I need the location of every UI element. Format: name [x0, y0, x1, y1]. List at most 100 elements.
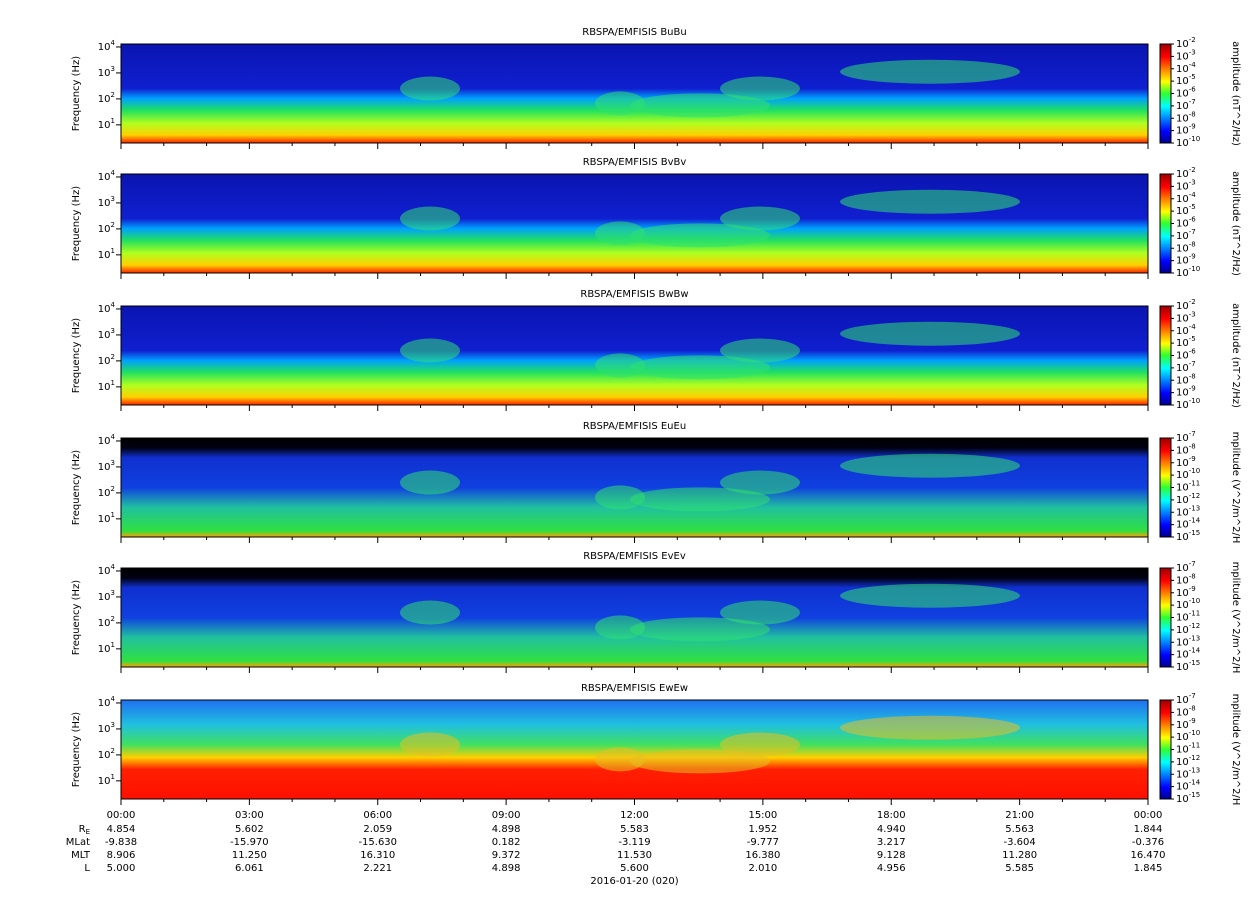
tick-label: 10-10	[1176, 467, 1200, 481]
tick-label: 10-14	[1176, 779, 1201, 793]
tick-label: 10-11	[1176, 742, 1200, 756]
tick-exp: -13	[1189, 766, 1200, 774]
tick-label: 10-11	[1176, 480, 1200, 494]
tick-base: 10	[1176, 458, 1189, 469]
tick-base: 10	[1176, 532, 1189, 543]
row-label: L	[84, 863, 90, 874]
tick-label: 10-9	[1176, 123, 1196, 137]
row-value: -9.777	[747, 837, 779, 848]
y-axis-label: Frequency (Hz)	[71, 712, 82, 788]
tick-base: 10	[1176, 588, 1189, 599]
tick-exp: -12	[1189, 622, 1200, 630]
colorbar-label: amplitude (nT^2/Hz)	[1230, 171, 1241, 276]
x-tick-label: 06:00	[363, 810, 392, 821]
tick-label: 102	[98, 747, 115, 761]
tick-base: 10	[1176, 113, 1189, 124]
row-value: -9.838	[105, 837, 137, 848]
wave-patch	[595, 485, 645, 510]
row-value: 1.952	[749, 824, 778, 835]
tick-label: 104	[98, 39, 116, 53]
tick-label: 10-10	[1176, 397, 1200, 411]
row-value: -3.119	[618, 837, 650, 848]
wave-patch	[400, 338, 460, 363]
tick-exp: 3	[111, 459, 115, 467]
tick-label: 10-7	[1176, 560, 1196, 574]
tick-base: 10	[1176, 637, 1189, 648]
tick-label: 10-9	[1176, 455, 1196, 469]
tick-exp: -6	[1189, 348, 1197, 356]
row-value: 0.182	[492, 837, 521, 848]
tick-base: 10	[98, 724, 111, 735]
tick-exp: -14	[1189, 517, 1201, 525]
tick-label: 10-3	[1176, 48, 1196, 62]
tick-base: 10	[1176, 769, 1189, 780]
row-label-text: R	[79, 824, 86, 835]
tick-base: 10	[1176, 301, 1189, 312]
tick-exp: 4	[111, 563, 116, 571]
tick-label: 10-9	[1176, 253, 1196, 267]
tick-base: 10	[98, 644, 111, 655]
wave-patch	[595, 91, 645, 116]
row-value: 3.217	[877, 837, 906, 848]
tick-exp: -6	[1189, 216, 1197, 224]
wave-patch	[595, 221, 645, 246]
tick-base: 10	[1176, 794, 1189, 805]
tick-label: 103	[98, 195, 115, 209]
tick-exp: -3	[1189, 178, 1196, 186]
tick-base: 10	[1176, 326, 1189, 337]
colorbar-label: amplitude (nT^2/Hz)	[1230, 41, 1241, 146]
tick-exp: -4	[1189, 61, 1197, 69]
wave-patch	[720, 600, 800, 625]
tick-exp: 3	[111, 589, 115, 597]
row-label-text: MLat	[66, 837, 90, 848]
tick-exp: -3	[1189, 48, 1196, 56]
wave-patch	[840, 189, 1020, 214]
tick-exp: -3	[1189, 310, 1196, 318]
tick-base: 10	[1176, 101, 1189, 112]
tick-label: 10-15	[1176, 791, 1200, 805]
tick-label: 101	[98, 117, 115, 131]
tick-label: 10-5	[1176, 203, 1196, 217]
tick-exp: -11	[1189, 610, 1200, 618]
tick-base: 10	[1176, 363, 1189, 374]
row-value: -0.376	[1132, 837, 1164, 848]
tick-exp: -2	[1189, 298, 1196, 306]
tick-exp: 4	[111, 39, 116, 47]
tick-base: 10	[1176, 76, 1189, 87]
tick-exp: -9	[1189, 717, 1196, 725]
colorbar	[1159, 437, 1172, 538]
tick-label: 103	[98, 459, 115, 473]
x-tick-label: 21:00	[1005, 810, 1034, 821]
y-axis-label: Frequency (Hz)	[71, 580, 82, 656]
row-value: 16.470	[1131, 850, 1166, 861]
tick-base: 10	[1176, 338, 1189, 349]
tick-exp: -8	[1189, 110, 1196, 118]
tick-base: 10	[1176, 445, 1189, 456]
tick-label: 102	[98, 91, 115, 105]
y-axis-label: Frequency (Hz)	[71, 56, 82, 132]
tick-base: 10	[1176, 194, 1189, 205]
tick-label: 10-7	[1176, 360, 1196, 374]
tick-base: 10	[1176, 89, 1189, 100]
y-axis-label: Frequency (Hz)	[71, 318, 82, 394]
tick-base: 10	[98, 330, 111, 341]
tick-exp: 3	[111, 721, 115, 729]
spectrogram	[121, 438, 1148, 537]
tick-label: 102	[98, 615, 115, 629]
row-label-text: L	[84, 863, 90, 874]
row-value: 1.845	[1134, 863, 1163, 874]
tick-exp: 1	[111, 511, 115, 519]
x-tick-label: 12:00	[620, 810, 649, 821]
row-value: 9.128	[877, 850, 906, 861]
tick-exp: -10	[1189, 265, 1200, 273]
tick-base: 10	[1176, 39, 1189, 50]
row-label: MLat	[66, 837, 90, 848]
tick-label: 10-10	[1176, 729, 1200, 743]
tick-label: 10-2	[1176, 166, 1196, 180]
tick-base: 10	[1176, 745, 1189, 756]
tick-base: 10	[1176, 64, 1189, 75]
spectrogram	[121, 306, 1148, 405]
tick-exp: -2	[1189, 166, 1196, 174]
tick-label: 10-7	[1176, 692, 1196, 706]
tick-base: 10	[1176, 351, 1189, 362]
